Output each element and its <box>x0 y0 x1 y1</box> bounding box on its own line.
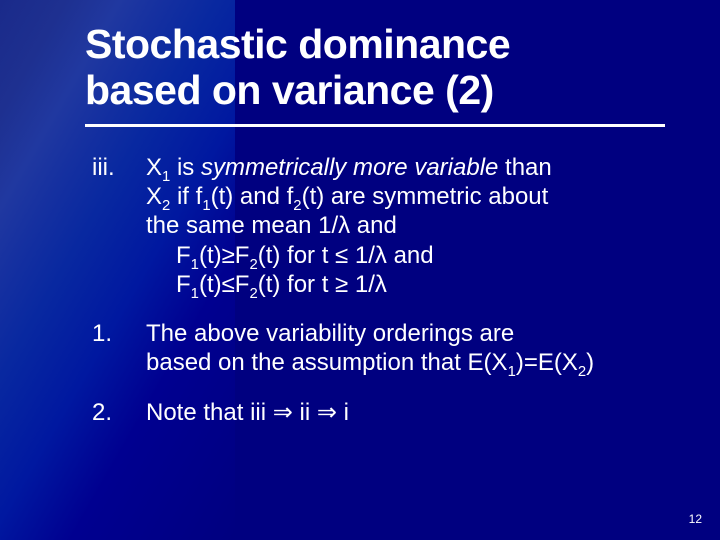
item-1: 1. The above variability orderings are b… <box>88 319 670 378</box>
t: F <box>176 271 191 298</box>
sub1: 1 <box>508 364 516 380</box>
content-1: The above variability orderings are base… <box>146 319 670 378</box>
marker-1: 1. <box>88 319 146 378</box>
content-2: Note that iii ⇒ ii ⇒ i <box>146 398 670 427</box>
t: ) <box>586 349 594 376</box>
item-2: 2. Note that iii ⇒ ii ⇒ i <box>88 398 670 427</box>
content-iii: X 1 is symmetrically more variable than X… <box>146 153 670 299</box>
item-iii: iii. X 1 is symmetrically more variable t… <box>88 153 670 299</box>
t: X <box>146 154 162 181</box>
sub1: 1 <box>191 256 199 272</box>
t: is <box>170 154 201 181</box>
t: Note that iii ⇒ ii ⇒ i <box>146 399 349 426</box>
sub2: 2 <box>249 286 257 302</box>
marker-iii: iii. <box>88 153 146 299</box>
t: The above variability orderings are <box>146 320 514 347</box>
sub2: 2 <box>249 256 257 272</box>
t: F <box>176 242 191 269</box>
t: if f <box>170 183 202 210</box>
t: (t) for t ≥ 1/λ <box>258 271 387 298</box>
t: the same mean 1/λ and <box>146 212 397 239</box>
italic-phrase: symmetrically more variable <box>201 154 498 181</box>
title-underline <box>85 124 665 127</box>
title-line-1: Stochastic dominance <box>85 21 510 67</box>
sub1: 1 <box>191 286 199 302</box>
t: (t) and f <box>211 183 294 210</box>
t: based on the assumption that E(X <box>146 349 508 376</box>
t: )=E(X <box>516 349 578 376</box>
title-line-2: based on variance (2) <box>85 67 494 113</box>
t: (t) for t ≤ 1/λ and <box>258 242 434 269</box>
cond2: F1(t)≤F2(t) for t ≥ 1/λ <box>146 271 387 298</box>
t: X <box>146 183 162 210</box>
t: (t)≤F <box>199 271 249 298</box>
t: (t)≥F <box>199 242 249 269</box>
t: than <box>498 154 551 181</box>
slide-number: 12 <box>689 512 702 526</box>
cond1: F1(t)≥F2(t) for t ≤ 1/λ and <box>146 242 434 269</box>
slide-container: Stochastic dominance based on variance (… <box>0 0 720 540</box>
t: (t) are symmetric about <box>302 183 549 210</box>
sub2: 2 <box>578 364 586 380</box>
body-content: iii. X 1 is symmetrically more variable t… <box>88 153 670 427</box>
slide-title: Stochastic dominance based on variance (… <box>85 22 670 114</box>
marker-2: 2. <box>88 398 146 427</box>
